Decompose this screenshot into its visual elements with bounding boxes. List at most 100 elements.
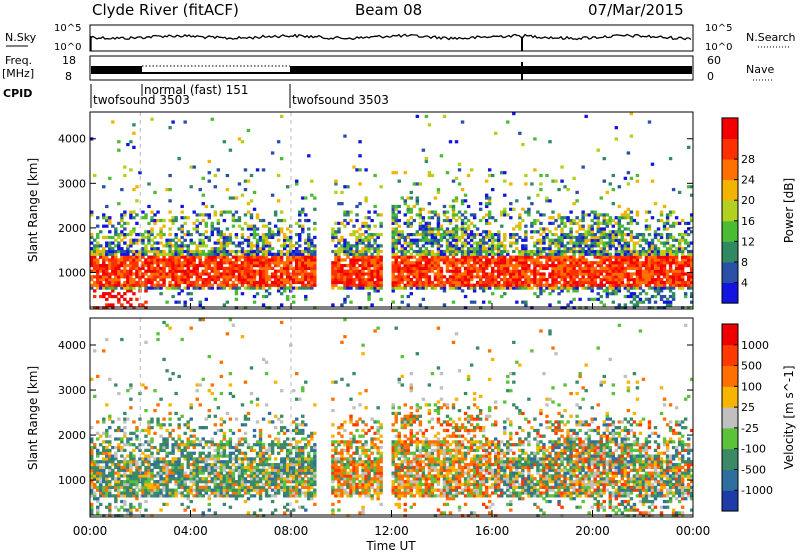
heatmap-cell	[313, 261, 317, 265]
heatmap-cell	[201, 471, 205, 475]
heatmap-cell	[174, 241, 178, 245]
heatmap-cell	[165, 454, 169, 458]
heatmap-cell	[647, 210, 652, 214]
heatmap-cell	[484, 241, 489, 245]
heatmap-cell	[195, 280, 199, 285]
heatmap-cell	[273, 263, 278, 268]
heatmap-cell	[195, 389, 199, 393]
heatmap-cell	[210, 224, 215, 228]
heatmap-cell	[96, 465, 100, 470]
heatmap-cell	[117, 283, 121, 287]
heatmap-cell	[210, 283, 215, 287]
heatmap-cell	[261, 258, 266, 262]
heatmap-cell	[120, 218, 124, 223]
heatmap-cell	[162, 485, 166, 489]
heatmap-cell	[478, 269, 483, 273]
heatmap-cell	[412, 280, 417, 285]
heatmap-cell	[273, 224, 278, 228]
heatmap-cell	[478, 233, 483, 237]
heatmap-cell	[126, 286, 130, 290]
heatmap-cell	[626, 216, 631, 220]
heatmap-cell	[189, 485, 193, 489]
heatmap-cell	[99, 266, 103, 270]
heatmap-cell	[147, 468, 151, 472]
heatmap-cell	[129, 230, 133, 234]
heatmap-cell	[114, 457, 118, 461]
heatmap-cell	[171, 474, 175, 478]
heatmap-cell	[632, 235, 637, 240]
heatmap-cell	[472, 255, 477, 259]
heatmap-cell	[237, 218, 242, 223]
heatmap-cell	[96, 306, 100, 310]
heatmap-cell	[581, 210, 585, 214]
heatmap-cell	[400, 244, 404, 248]
heatmap-cell	[662, 244, 667, 248]
heatmap-cell	[644, 278, 649, 282]
heatmap-cell	[228, 258, 233, 262]
heatmap-cell	[617, 283, 622, 287]
heatmap-cell	[373, 289, 377, 293]
heatmap-cell	[644, 258, 649, 262]
heatmap-cell	[174, 462, 178, 467]
heatmap-cell	[596, 263, 600, 268]
heatmap-cell	[189, 477, 193, 481]
heatmap-cell	[331, 263, 335, 268]
heatmap-cell	[484, 213, 489, 217]
heatmap-cell	[123, 411, 127, 416]
heatmap-cell	[126, 278, 130, 282]
heatmap-cell	[114, 451, 118, 455]
heatmap-cell	[400, 300, 404, 304]
heatmap-cell	[114, 497, 118, 501]
heatmap-cell	[533, 280, 537, 285]
heatmap-cell	[252, 252, 257, 256]
heatmap-cell	[282, 241, 287, 245]
heatmap-cell	[596, 230, 600, 234]
heatmap-cell	[412, 182, 417, 186]
heatmap-cell	[180, 247, 184, 251]
heatmap-cell	[349, 272, 353, 276]
heatmap-cell	[412, 283, 417, 287]
heatmap-cell	[180, 465, 184, 470]
heatmap-cell	[439, 249, 444, 254]
heatmap-cell	[174, 263, 178, 268]
heatmap-cell	[394, 255, 398, 259]
heatmap-cell	[129, 460, 133, 464]
heatmap-cell	[629, 112, 634, 116]
heatmap-cell	[491, 187, 495, 192]
heatmap-cell	[234, 252, 239, 256]
heatmap-cell	[445, 280, 450, 285]
heatmap-cell	[252, 294, 257, 299]
heatmap-cell	[566, 286, 570, 290]
heatmap-cell	[620, 306, 625, 310]
heatmap-cell	[234, 275, 239, 279]
heatmap-cell	[237, 263, 242, 268]
heatmap-cell	[177, 292, 181, 296]
heatmap-cell	[150, 494, 154, 498]
heatmap-cell	[469, 244, 474, 248]
heatmap-cell	[204, 482, 208, 487]
heatmap-cell	[144, 474, 148, 478]
heatmap-cell	[210, 437, 215, 441]
heatmap-cell	[114, 494, 118, 498]
heatmap-cell	[581, 218, 585, 223]
heatmap-cell	[551, 179, 555, 183]
heatmap-cell	[424, 266, 429, 270]
heatmap-cell	[620, 233, 625, 237]
heatmap-cell	[304, 297, 308, 301]
heatmap-cell	[454, 224, 459, 228]
heatmap-cell	[346, 275, 350, 279]
heatmap-cell	[554, 258, 558, 262]
heatmap-cell	[497, 244, 501, 248]
heatmap-cell	[563, 221, 567, 225]
heatmap-cell	[638, 249, 643, 254]
heatmap-cell	[174, 235, 178, 240]
heatmap-cell	[569, 238, 573, 242]
heatmap-cell	[129, 386, 133, 390]
heatmap-cell	[198, 213, 202, 217]
heatmap-cell	[509, 258, 513, 262]
heatmap-cell	[129, 263, 133, 268]
heatmap-cell	[120, 465, 124, 470]
heatmap-cell	[147, 258, 151, 262]
heatmap-cell	[159, 474, 163, 478]
heatmap-cell	[638, 300, 643, 304]
